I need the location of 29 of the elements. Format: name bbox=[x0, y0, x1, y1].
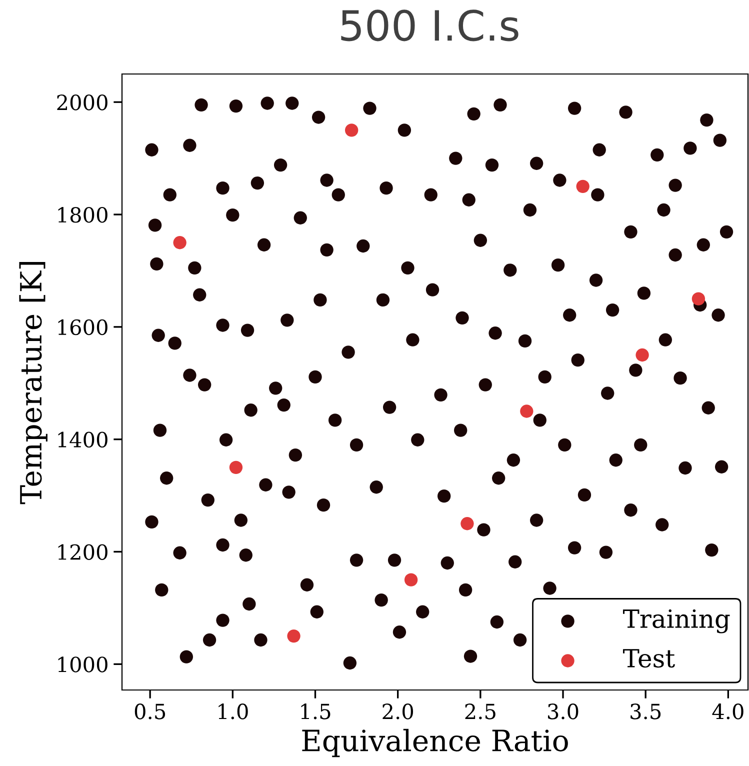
x-tick-label: 1.0 bbox=[218, 704, 248, 720]
point bbox=[173, 236, 186, 250]
x-tick-label: 4.0 bbox=[712, 704, 744, 720]
x-tick-label: 3.0 bbox=[548, 704, 578, 720]
x-tick-label: 2.0 bbox=[382, 704, 414, 720]
x-tick-label: 2.5 bbox=[465, 704, 496, 720]
chart-title: 500 I.C.s bbox=[341, 10, 518, 42]
point bbox=[345, 124, 358, 137]
y-tick-label: 1800 bbox=[58, 206, 108, 223]
y-tick-label: 1200 bbox=[58, 544, 108, 560]
point bbox=[520, 404, 534, 418]
legend-label: Test bbox=[623, 649, 675, 668]
point bbox=[576, 180, 590, 193]
point bbox=[636, 348, 649, 362]
x-axis-title: Equivalence Ratio bbox=[302, 728, 568, 758]
point bbox=[287, 629, 300, 643]
y-tick-label: 1600 bbox=[58, 319, 108, 336]
point bbox=[692, 292, 706, 306]
x-tick-label: 0.5 bbox=[134, 704, 166, 720]
y-tick-label: 1400 bbox=[58, 432, 108, 448]
y-tick-label: 2000 bbox=[57, 94, 108, 110]
legend-label: Training bbox=[623, 609, 730, 634]
x-tick-label: 3.5 bbox=[630, 704, 661, 720]
y-axis-title: Temperature [K] bbox=[19, 262, 48, 504]
point bbox=[404, 573, 418, 586]
y-tick-label: 1000 bbox=[58, 656, 108, 672]
x-tick-label: 1.5 bbox=[301, 704, 330, 720]
point bbox=[460, 517, 474, 530]
point bbox=[229, 460, 243, 474]
